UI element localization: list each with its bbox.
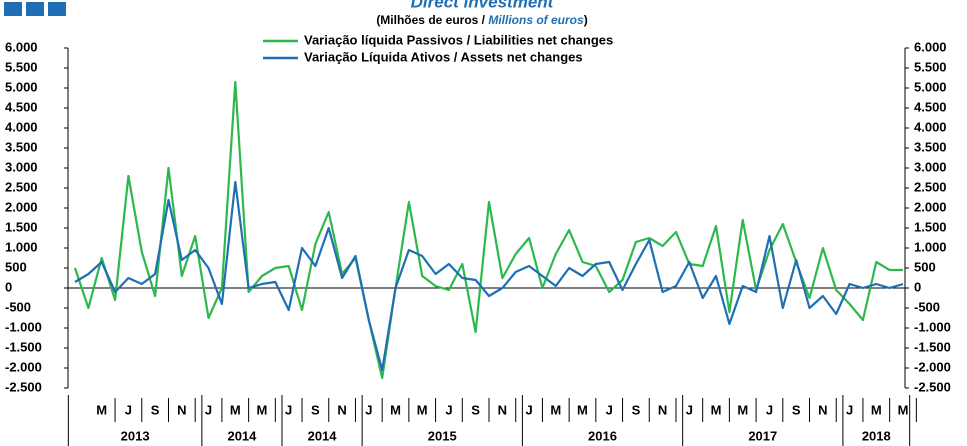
- legend-label: Variação líquida Passivos / Liabilities …: [304, 32, 613, 47]
- y-tick-label: 500: [5, 259, 27, 274]
- y2-tick-label: 5.000: [914, 79, 947, 94]
- x-tick-label: J: [766, 402, 773, 417]
- x-tick-label: N: [818, 402, 827, 417]
- y2-tick-label: 2.500: [914, 179, 947, 194]
- x-tick-label: M: [230, 402, 241, 417]
- x-tick-label: N: [658, 402, 667, 417]
- y2-tick-label: -1.000: [914, 319, 951, 334]
- group-label: 2014: [308, 428, 338, 443]
- x-tick-label: M: [257, 402, 268, 417]
- x-tick-label: J: [125, 402, 132, 417]
- x-tick-label: J: [686, 402, 693, 417]
- subtitle-part: ): [584, 13, 588, 27]
- y2-tick-label: 1.500: [914, 219, 947, 234]
- group-label: 2017: [748, 428, 777, 443]
- x-tick-label: M: [417, 402, 428, 417]
- y-tick-label: 4.500: [5, 99, 38, 114]
- logo-block: [26, 2, 44, 16]
- y-tick-label: -2.000: [5, 359, 42, 374]
- x-tick-label: N: [177, 402, 186, 417]
- x-tick-label: J: [846, 402, 853, 417]
- group-label: 2013: [121, 428, 150, 443]
- x-tick-label: J: [525, 402, 532, 417]
- y2-tick-label: 3.500: [914, 139, 947, 154]
- y-tick-label: 2.000: [5, 199, 38, 214]
- y-tick-label: 1.000: [5, 239, 38, 254]
- group-label: 2014: [227, 428, 257, 443]
- series-line: [74, 180, 904, 372]
- y2-tick-label: 6.000: [914, 39, 947, 54]
- group-label: 2018: [862, 428, 891, 443]
- x-tick-label: N: [498, 402, 507, 417]
- x-tick-label: M: [711, 402, 722, 417]
- x-tick-label: M: [737, 402, 748, 417]
- y-tick-label: 3.500: [5, 139, 38, 154]
- y2-tick-label: 1.000: [914, 239, 947, 254]
- x-tick-label: J: [285, 402, 292, 417]
- y2-tick-label: -2.500: [914, 379, 951, 394]
- y-tick-label: -1.500: [5, 339, 42, 354]
- x-tick-label: M: [577, 402, 588, 417]
- subtitle-part: Millions of euros: [488, 13, 584, 27]
- y2-tick-label: 2.000: [914, 199, 947, 214]
- x-tick-label: M: [550, 402, 561, 417]
- y2-tick-label: 3.000: [914, 159, 947, 174]
- y2-tick-label: 4.000: [914, 119, 947, 134]
- y-tick-label: 5.500: [5, 59, 38, 74]
- x-tick-label: S: [151, 402, 160, 417]
- y2-tick-label: -500: [914, 299, 940, 314]
- x-tick-label: J: [445, 402, 452, 417]
- y-tick-label: -500: [5, 299, 31, 314]
- x-tick-label: M: [390, 402, 401, 417]
- logo-block: [48, 2, 66, 16]
- chart-title: Direct investment: [411, 0, 555, 11]
- y-tick-label: 1.500: [5, 219, 38, 234]
- y-tick-label: 0: [5, 279, 12, 294]
- x-tick-label: S: [471, 402, 480, 417]
- x-tick-label: M: [898, 402, 909, 417]
- x-tick-label: N: [337, 402, 346, 417]
- y2-tick-label: 5.500: [914, 59, 947, 74]
- y-tick-label: 5.000: [5, 79, 38, 94]
- x-tick-label: M: [871, 402, 882, 417]
- series-line: [73, 80, 903, 380]
- y-tick-label: -2.500: [5, 379, 42, 394]
- y-tick-label: 3.000: [5, 159, 38, 174]
- y2-tick-label: 500: [914, 259, 936, 274]
- x-tick-label: J: [205, 402, 212, 417]
- y2-tick-label: 0: [914, 279, 921, 294]
- group-label: 2015: [428, 428, 457, 443]
- x-tick-label: M: [96, 402, 107, 417]
- subtitle-part: (Milhões de euros /: [376, 13, 488, 27]
- x-tick-label: J: [606, 402, 613, 417]
- y-tick-label: 2.500: [5, 179, 38, 194]
- x-tick-label: S: [311, 402, 320, 417]
- y-tick-label: 6.000: [5, 39, 38, 54]
- chart-subtitle: (Milhões de euros / Millions of euros): [376, 13, 587, 27]
- y2-tick-label: -2.000: [914, 359, 951, 374]
- y-tick-label: 4.000: [5, 119, 38, 134]
- group-label: 2016: [588, 428, 617, 443]
- y2-tick-label: 4.500: [914, 99, 947, 114]
- x-tick-label: S: [632, 402, 641, 417]
- y2-tick-label: -1.500: [914, 339, 951, 354]
- x-tick-label: S: [792, 402, 801, 417]
- legend-label: Variação Líquida Ativos / Assets net cha…: [304, 49, 583, 64]
- x-tick-label: J: [365, 402, 372, 417]
- logo-block: [4, 2, 22, 16]
- y-tick-label: -1.000: [5, 319, 42, 334]
